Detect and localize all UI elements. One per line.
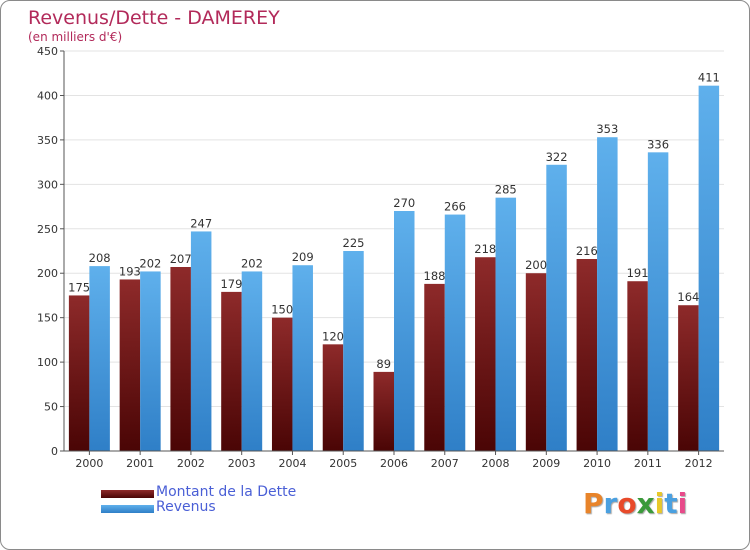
bar-dette (678, 305, 699, 451)
bar-dette (68, 295, 90, 451)
x-tick-label: 2007 (431, 457, 459, 470)
logo-letter: P (583, 487, 604, 520)
y-tick-label: 50 (44, 401, 58, 414)
data-label-dette: 120 (322, 329, 344, 343)
data-label-dette: 188 (424, 269, 446, 283)
bar-revenus (546, 164, 567, 451)
bar-dette (170, 267, 191, 451)
bar-dette (576, 259, 598, 451)
bar-revenus (698, 85, 720, 452)
x-tick-label: 2012 (685, 457, 713, 470)
data-label-revenus: 266 (444, 200, 466, 214)
data-label-revenus: 322 (546, 150, 568, 164)
data-label-revenus: 208 (89, 251, 111, 265)
chart-subtitle: (en milliers d'€) (28, 30, 123, 44)
data-label-dette: 179 (220, 277, 242, 291)
bar-dette (322, 344, 344, 451)
y-tick-label: 250 (37, 223, 58, 236)
data-label-revenus: 209 (292, 250, 314, 264)
data-label-dette: 164 (677, 290, 699, 304)
data-label-revenus: 247 (190, 216, 212, 230)
logo-letter: o (617, 487, 637, 520)
x-tick-label: 2001 (126, 457, 154, 470)
bar-revenus (292, 265, 313, 451)
y-tick-label: 200 (37, 267, 58, 280)
legend-label-dette: Montant de la Dette (156, 484, 297, 500)
bar-dette (424, 283, 445, 451)
data-label-dette: 207 (170, 252, 192, 266)
data-label-revenus: 225 (343, 236, 365, 250)
y-tick-label: 300 (37, 178, 58, 191)
data-label-dette: 193 (119, 264, 141, 278)
x-tick-label: 2003 (228, 457, 256, 470)
y-tick-label: 100 (37, 356, 58, 369)
y-tick-label: 400 (37, 89, 58, 102)
bar-dette (525, 273, 547, 451)
data-label-dette: 89 (376, 357, 391, 371)
bar-revenus (444, 214, 466, 451)
bar-revenus (343, 251, 364, 451)
data-label-revenus: 411 (698, 71, 720, 85)
bar-dette (271, 317, 293, 451)
logo-letter: x (636, 487, 655, 520)
proxiti-logo: Proxiti (583, 487, 687, 520)
bar-revenus (495, 197, 517, 451)
data-label-dette: 218 (474, 242, 496, 256)
y-tick-label: 350 (37, 134, 58, 147)
data-label-dette: 216 (576, 244, 598, 258)
data-label-revenus: 270 (393, 196, 415, 210)
logo-letter: t (664, 487, 678, 520)
chart-title: Revenus/Dette - DAMEREY (28, 7, 280, 29)
bar-revenus (241, 271, 263, 451)
bar-dette (119, 279, 141, 451)
x-tick-label: 2009 (532, 457, 560, 470)
bar-dette (475, 257, 496, 451)
data-label-revenus: 202 (241, 256, 263, 270)
y-tick-label: 150 (37, 312, 58, 325)
logo-letter: i (677, 487, 688, 520)
bar-revenus (89, 266, 110, 451)
x-tick-label: 2006 (380, 457, 408, 470)
logo-letter: r (603, 487, 618, 520)
bar-dette (627, 281, 648, 451)
bar-revenus (190, 231, 212, 451)
x-tick-label: 2008 (482, 457, 510, 470)
data-label-dette: 200 (525, 258, 547, 272)
legend-swatch-dette (101, 490, 154, 498)
bar-dette (221, 291, 242, 451)
x-tick-label: 2004 (278, 457, 306, 470)
bar-revenus (140, 271, 161, 451)
x-tick-label: 2011 (634, 457, 662, 470)
bar-revenus (597, 137, 618, 451)
legend-swatch-revenus (101, 505, 154, 513)
y-tick-label: 450 (37, 45, 58, 58)
data-label-revenus: 353 (596, 122, 618, 136)
data-label-dette: 191 (627, 266, 649, 280)
data-label-dette: 175 (68, 280, 90, 294)
y-tick-label: 0 (51, 445, 58, 458)
x-tick-label: 2000 (75, 457, 103, 470)
data-label-revenus: 202 (139, 256, 161, 270)
data-label-revenus: 336 (647, 137, 669, 151)
legend-label-revenus: Revenus (156, 499, 216, 515)
bar-revenus (394, 211, 415, 451)
x-tick-label: 2002 (177, 457, 205, 470)
logo-letter: i (654, 487, 665, 520)
x-tick-label: 2010 (583, 457, 611, 470)
x-tick-label: 2005 (329, 457, 357, 470)
bar-dette (373, 371, 394, 451)
bar-revenus (647, 152, 669, 452)
data-label-dette: 150 (271, 303, 293, 317)
data-label-revenus: 285 (495, 183, 517, 197)
